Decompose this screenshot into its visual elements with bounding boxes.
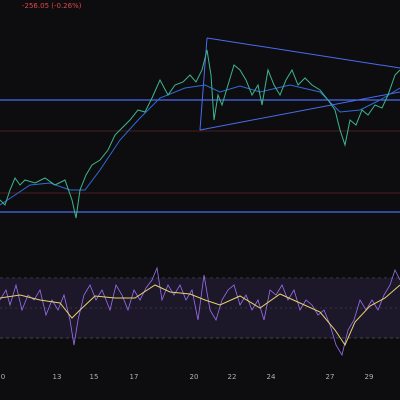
- x-axis-label: 29: [365, 373, 374, 381]
- moving-average: [0, 84, 400, 206]
- trend-line: [199, 91, 400, 131]
- x-axis-label: 22: [228, 373, 237, 381]
- price-change: -256.05 (-0.26%): [22, 2, 82, 10]
- x-axis-label: 15: [90, 373, 99, 381]
- x-axis-label: 20: [190, 373, 199, 381]
- trend-line: [206, 37, 400, 69]
- x-axis-label: 17: [130, 373, 139, 381]
- x-axis-label: 0: [1, 373, 5, 381]
- x-axis-label: 13: [53, 373, 62, 381]
- rsi-line: [0, 266, 400, 357]
- price-line: [0, 49, 400, 219]
- x-axis-label: 24: [267, 373, 276, 381]
- x-axis-label: 27: [326, 373, 335, 381]
- rsi-average: [0, 284, 400, 347]
